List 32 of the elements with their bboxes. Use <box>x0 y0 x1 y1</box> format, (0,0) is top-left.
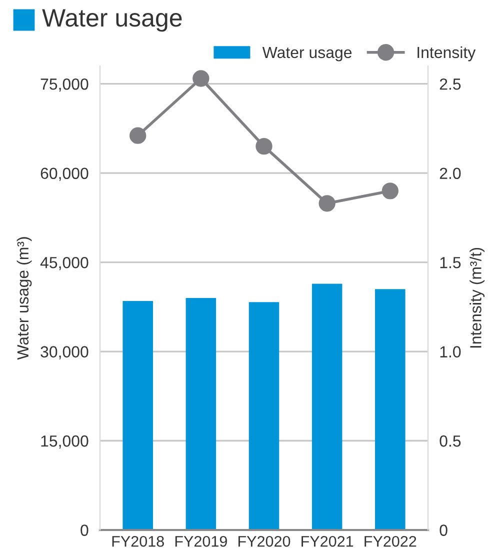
y2-tick-label: 1.5 <box>440 257 461 268</box>
y-axis-title: Water usage (m³) <box>16 237 32 360</box>
y2-axis-title: Intensity (m³/t) <box>470 248 485 348</box>
bar <box>248 302 280 530</box>
bar <box>122 300 153 530</box>
bar <box>312 284 342 530</box>
x-tick-label: FY2019 <box>175 536 227 547</box>
x-tick-label: FY2018 <box>112 536 164 547</box>
point <box>130 127 146 144</box>
point <box>318 195 336 212</box>
y2-tick-label: 2.0 <box>440 168 461 180</box>
x-tick-label: FY2020 <box>238 536 290 547</box>
x-tick-label: FY2021 <box>302 536 354 547</box>
bar <box>186 298 216 530</box>
y2-tick-label: 2.5 <box>440 78 461 90</box>
y2-tick-label: 0 <box>440 524 448 536</box>
legend-label: Intensity <box>418 46 476 62</box>
chart-title: Water usage <box>42 9 182 32</box>
legend-label: Water usage <box>262 46 352 62</box>
y-tick-label: 45,000 <box>40 256 88 270</box>
bar <box>375 289 406 530</box>
x-tick-label: FY2022 <box>364 536 416 547</box>
point <box>256 138 272 155</box>
y-tick-label: 15,000 <box>41 435 88 449</box>
y2-tick-label: 1.0 <box>440 346 461 358</box>
y-tick-label: 30,000 <box>40 346 88 360</box>
y-tick-label: 75,000 <box>40 78 88 92</box>
y-tick-label: 60,000 <box>40 168 88 181</box>
y-tick-label: 0 <box>80 524 88 536</box>
point <box>192 70 210 87</box>
y2-tick-label: 0.5 <box>440 435 461 447</box>
point <box>382 182 398 200</box>
